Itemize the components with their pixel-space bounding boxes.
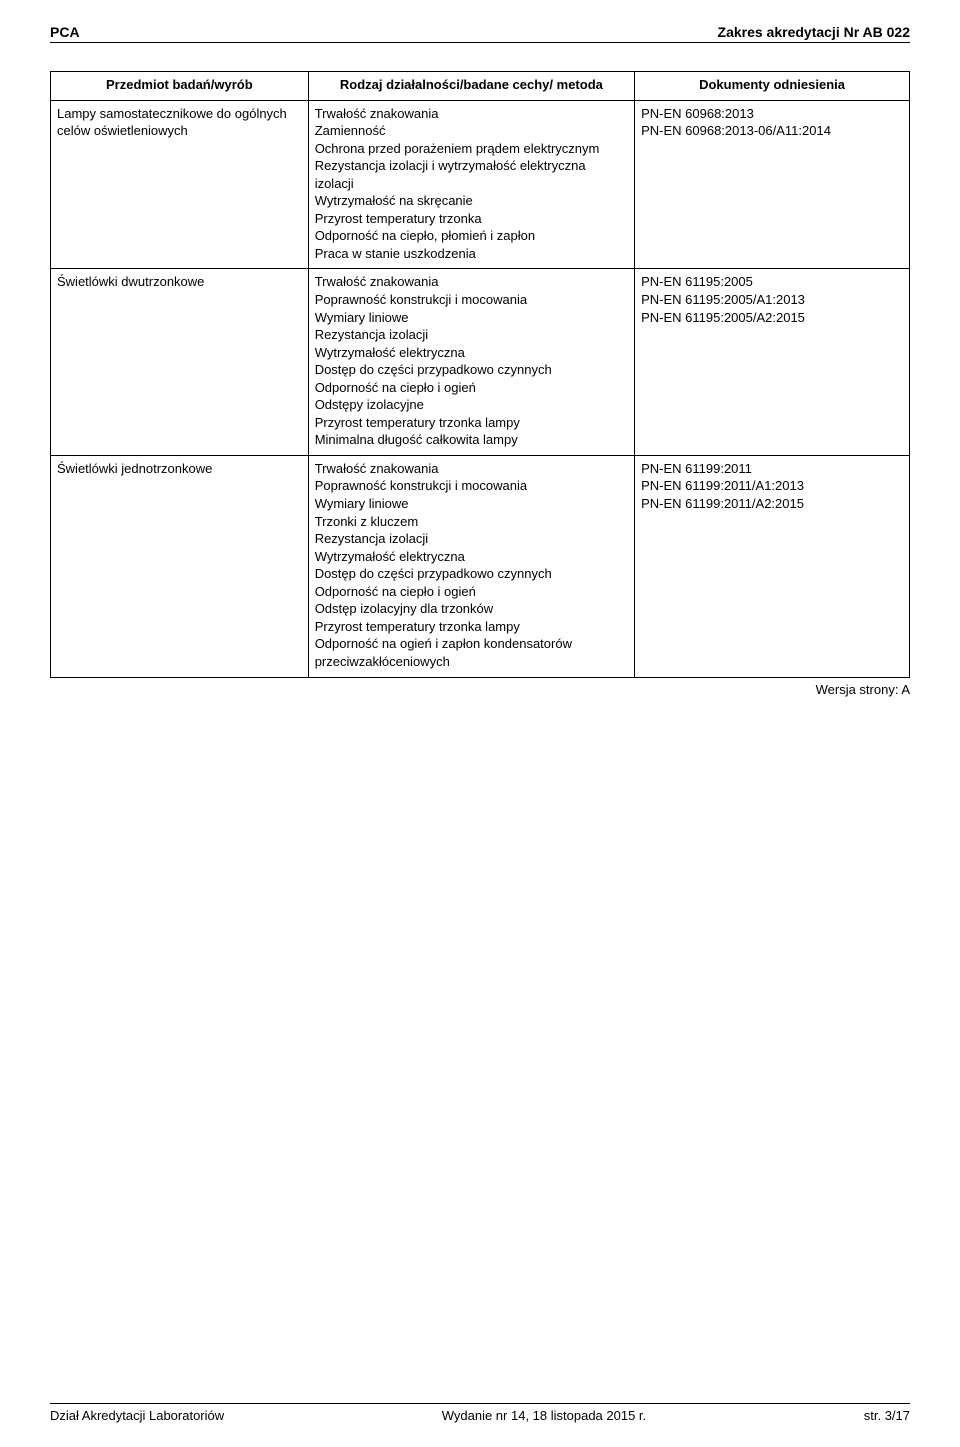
- col-header-activity: Rodzaj działalności/badane cechy/ metoda: [308, 72, 634, 101]
- activity-line: Ochrona przed porażeniem prądem elektryc…: [315, 140, 628, 158]
- activity-line: Praca w stanie uszkodzenia: [315, 245, 628, 263]
- col-header-subject: Przedmiot badań/wyrób: [51, 72, 309, 101]
- col-header-refs: Dokumenty odniesienia: [635, 72, 910, 101]
- activity-line: Trwałość znakowania: [315, 460, 628, 478]
- activity-line: Rezystancja izolacji: [315, 326, 628, 344]
- cell-activity: Trwałość znakowaniaPoprawność konstrukcj…: [308, 455, 634, 677]
- activity-line: Odstęp izolacyjny dla trzonków: [315, 600, 628, 618]
- activity-line: Wytrzymałość elektryczna: [315, 548, 628, 566]
- cell-activity: Trwałość znakowaniaPoprawność konstrukcj…: [308, 269, 634, 455]
- activity-line: Wytrzymałość na skręcanie: [315, 192, 628, 210]
- activity-line: Poprawność konstrukcji i mocowania: [315, 477, 628, 495]
- activity-line: Odporność na ciepło i ogień: [315, 583, 628, 601]
- table-body: Lampy samostatecznikowe do ogólnych celó…: [51, 100, 910, 677]
- activity-line: Odporność na ciepło, płomień i zapłon: [315, 227, 628, 245]
- page-header: PCA Zakres akredytacji Nr AB 022: [50, 24, 910, 43]
- cell-subject: Świetlówki dwutrzonkowe: [51, 269, 309, 455]
- ref-line: PN-EN 61195:2005: [641, 273, 903, 291]
- activity-line: Minimalna długość całkowita lampy: [315, 431, 628, 449]
- activity-line: Rezystancja izolacji: [315, 530, 628, 548]
- cell-subject: Świetlówki jednotrzonkowe: [51, 455, 309, 677]
- activity-line: Przyrost temperatury trzonka lampy: [315, 414, 628, 432]
- activity-line: Odporność na ciepło i ogień: [315, 379, 628, 397]
- footer-left: Dział Akredytacji Laboratoriów: [50, 1408, 224, 1423]
- ref-line: PN-EN 61195:2005/A2:2015: [641, 309, 903, 327]
- cell-refs: PN-EN 60968:2013PN-EN 60968:2013-06/A11:…: [635, 100, 910, 269]
- accreditation-table: Przedmiot badań/wyrób Rodzaj działalnośc…: [50, 71, 910, 678]
- ref-line: PN-EN 61199:2011/A2:2015: [641, 495, 903, 513]
- header-left: PCA: [50, 24, 80, 40]
- activity-line: Odporność na ogień i zapłon kondensatoró…: [315, 635, 628, 670]
- footer-right: str. 3/17: [864, 1408, 910, 1423]
- activity-line: Przyrost temperatury trzonka lampy: [315, 618, 628, 636]
- page-footer: Dział Akredytacji Laboratoriów Wydanie n…: [50, 1403, 910, 1423]
- page: PCA Zakres akredytacji Nr AB 022 Przedmi…: [0, 0, 960, 1447]
- activity-line: Odstępy izolacyjne: [315, 396, 628, 414]
- ref-line: PN-EN 60968:2013: [641, 105, 903, 123]
- activity-line: Trzonki z kluczem: [315, 513, 628, 531]
- table-header-row: Przedmiot badań/wyrób Rodzaj działalnośc…: [51, 72, 910, 101]
- table-row: Lampy samostatecznikowe do ogólnych celó…: [51, 100, 910, 269]
- activity-line: Trwałość znakowania: [315, 273, 628, 291]
- activity-line: Rezystancja izolacji i wytrzymałość elek…: [315, 157, 628, 192]
- table-row: Świetlówki jednotrzonkoweTrwałość znakow…: [51, 455, 910, 677]
- activity-line: Przyrost temperatury trzonka: [315, 210, 628, 228]
- cell-subject: Lampy samostatecznikowe do ogólnych celó…: [51, 100, 309, 269]
- ref-line: PN-EN 61199:2011: [641, 460, 903, 478]
- activity-line: Dostęp do części przypadkowo czynnych: [315, 565, 628, 583]
- version-label: Wersja strony: A: [50, 682, 910, 697]
- activity-line: Dostęp do części przypadkowo czynnych: [315, 361, 628, 379]
- cell-refs: PN-EN 61195:2005PN-EN 61195:2005/A1:2013…: [635, 269, 910, 455]
- activity-line: Trwałość znakowania: [315, 105, 628, 123]
- table-row: Świetlówki dwutrzonkoweTrwałość znakowan…: [51, 269, 910, 455]
- ref-line: PN-EN 61199:2011/A1:2013: [641, 477, 903, 495]
- ref-line: PN-EN 60968:2013-06/A11:2014: [641, 122, 903, 140]
- cell-refs: PN-EN 61199:2011PN-EN 61199:2011/A1:2013…: [635, 455, 910, 677]
- cell-activity: Trwałość znakowaniaZamiennośćOchrona prz…: [308, 100, 634, 269]
- activity-line: Wytrzymałość elektryczna: [315, 344, 628, 362]
- header-right: Zakres akredytacji Nr AB 022: [718, 24, 910, 40]
- footer-center: Wydanie nr 14, 18 listopada 2015 r.: [442, 1408, 646, 1423]
- activity-line: Poprawność konstrukcji i mocowania: [315, 291, 628, 309]
- ref-line: PN-EN 61195:2005/A1:2013: [641, 291, 903, 309]
- activity-line: Wymiary liniowe: [315, 309, 628, 327]
- activity-line: Wymiary liniowe: [315, 495, 628, 513]
- activity-line: Zamienność: [315, 122, 628, 140]
